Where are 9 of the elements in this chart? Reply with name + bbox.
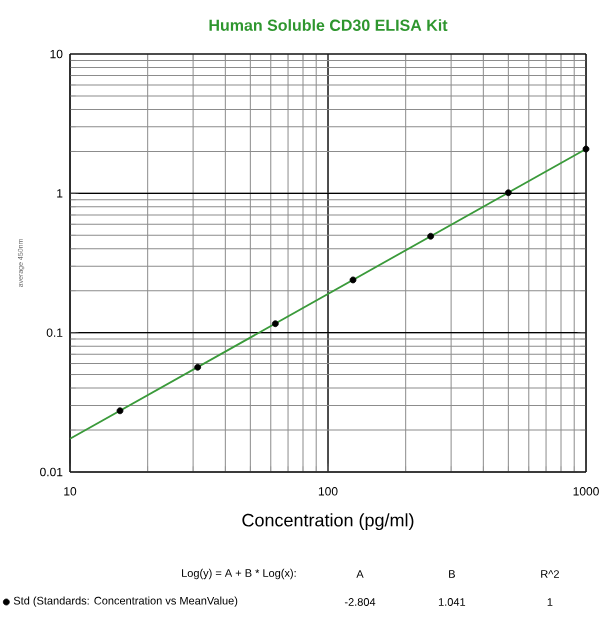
point (427, 232, 435, 240)
point (271, 320, 279, 328)
point (349, 276, 357, 284)
point (582, 145, 590, 153)
x-axis-title: Concentration (pg/ml) (242, 513, 414, 531)
chart-title: Human Soluble CD30 ELISA Kit (209, 19, 448, 31)
point (504, 189, 512, 197)
point (194, 363, 202, 371)
point (116, 407, 124, 415)
